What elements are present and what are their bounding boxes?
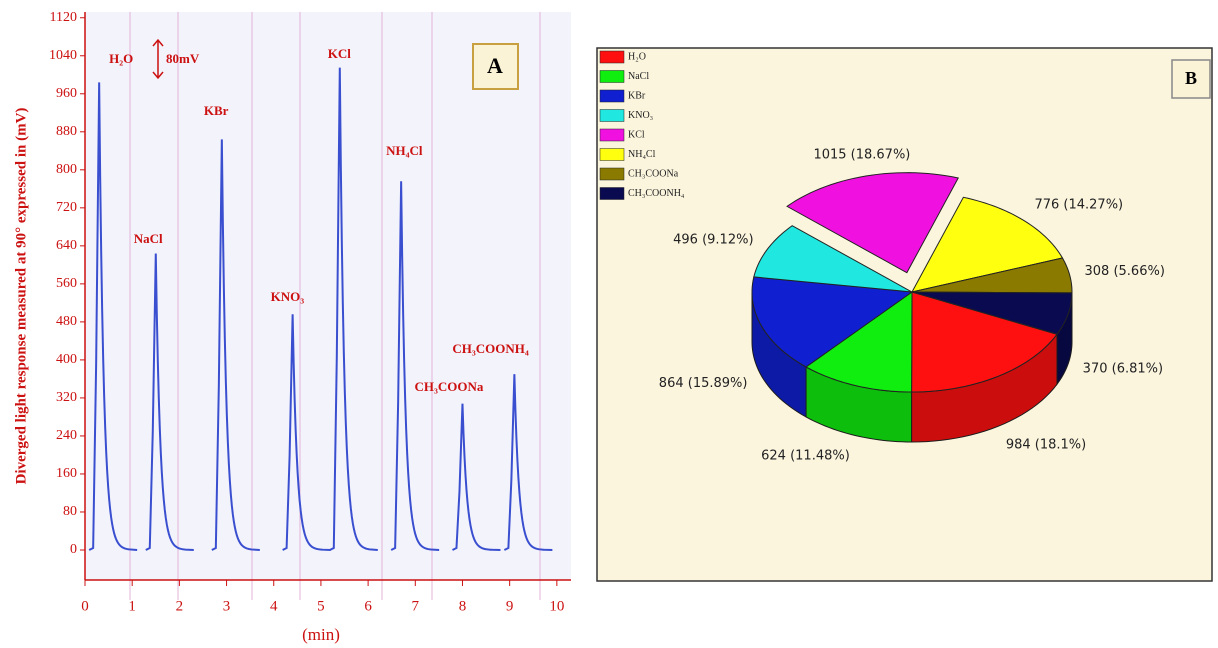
y-tick-label: 320 bbox=[56, 390, 77, 405]
y-tick-label: 1120 bbox=[50, 10, 77, 25]
value-label: 776 (14.27%) bbox=[1034, 197, 1123, 212]
legend-label: NaCl bbox=[628, 71, 649, 82]
value-label: 496 (9.12%) bbox=[673, 233, 753, 248]
x-tick-label: 9 bbox=[506, 598, 514, 614]
legend-swatch bbox=[600, 90, 624, 102]
y-tick-label: 240 bbox=[56, 428, 77, 443]
y-tick-label: 400 bbox=[56, 352, 77, 367]
x-tick-label: 4 bbox=[270, 598, 278, 614]
y-tick-label: 560 bbox=[56, 276, 77, 291]
y-tick-label: 80 bbox=[63, 504, 77, 519]
peak-label: KCl bbox=[328, 46, 352, 61]
legend-swatch bbox=[600, 188, 624, 200]
legend-swatch bbox=[600, 71, 624, 83]
legend-swatch bbox=[600, 110, 624, 122]
y-tick-label: 0 bbox=[70, 542, 77, 557]
value-label: 624 (11.48%) bbox=[761, 449, 850, 464]
y-tick-label: 640 bbox=[56, 238, 77, 253]
panel-label: A bbox=[487, 53, 503, 78]
peak-label: KNO₃ bbox=[271, 289, 305, 304]
peak-label: NaCl bbox=[134, 231, 163, 246]
x-tick-label: 3 bbox=[223, 598, 231, 614]
x-tick-label: 6 bbox=[364, 598, 372, 614]
figure: Diverged light response measured at 90° … bbox=[0, 0, 1218, 648]
legend-label: H₂O bbox=[628, 51, 646, 62]
y-tick-label: 1040 bbox=[49, 48, 77, 63]
x-tick-label: 10 bbox=[549, 598, 564, 614]
x-tick-label: 8 bbox=[459, 598, 467, 614]
y-tick-label: 160 bbox=[56, 466, 77, 481]
legend-label: CH₃COONH₄ bbox=[628, 188, 685, 199]
peak-label: CH₃COONa bbox=[414, 379, 483, 394]
value-label: 864 (15.89%) bbox=[659, 376, 748, 391]
legend-label: CH₃COONa bbox=[628, 168, 679, 179]
x-tick-label: 2 bbox=[176, 598, 184, 614]
y-tick-label: 960 bbox=[56, 86, 77, 101]
x-tick-label: 1 bbox=[128, 598, 136, 614]
x-tick-label: 7 bbox=[412, 598, 420, 614]
legend-label: KNO₃ bbox=[628, 110, 653, 121]
peak-label: H₂O bbox=[109, 51, 133, 66]
annotation: 80mV bbox=[166, 51, 200, 66]
chart-paper bbox=[85, 12, 571, 580]
value-label: 370 (6.81%) bbox=[1083, 361, 1163, 376]
y-tick-label: 880 bbox=[56, 124, 77, 139]
y-tick-label: 800 bbox=[56, 162, 77, 177]
x-tick-label: 0 bbox=[81, 598, 89, 614]
legend-swatch bbox=[600, 51, 624, 63]
legend-label: NH₄Cl bbox=[628, 149, 656, 160]
peak-label: KBr bbox=[204, 103, 229, 118]
legend-swatch bbox=[600, 129, 624, 141]
peak-label: NH₄Cl bbox=[386, 143, 423, 158]
y-tick-label: 720 bbox=[56, 200, 77, 215]
legend-swatch bbox=[600, 149, 624, 161]
peak-label: CH₃COONH₄ bbox=[452, 341, 529, 356]
y-axis-label: Diverged light response measured at 90° … bbox=[13, 108, 29, 485]
legend-swatch bbox=[600, 168, 624, 180]
x-axis-label: (min) bbox=[302, 625, 340, 644]
x-tick-label: 5 bbox=[317, 598, 325, 614]
value-label: 1015 (18.67%) bbox=[813, 147, 910, 162]
legend-label: KCl bbox=[628, 129, 645, 140]
legend-label: KBr bbox=[628, 90, 646, 101]
value-label: 308 (5.66%) bbox=[1085, 264, 1165, 279]
value-label: 984 (18.1%) bbox=[1006, 437, 1086, 452]
panel-label: B bbox=[1185, 68, 1197, 88]
y-tick-label: 480 bbox=[56, 314, 77, 329]
